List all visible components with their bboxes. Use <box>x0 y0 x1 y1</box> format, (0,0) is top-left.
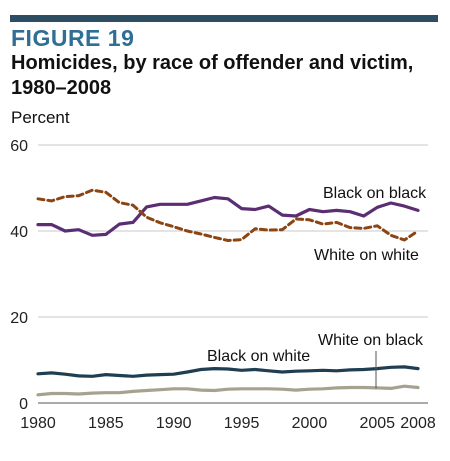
x-tick-label: 1985 <box>88 415 124 432</box>
x-tick-label: 1995 <box>224 415 260 432</box>
series-line-black-on-white <box>36 365 420 378</box>
x-tick-label: 2000 <box>292 415 328 432</box>
x-tick-label: 1990 <box>156 415 192 432</box>
figure-number: FIGURE 19 <box>11 25 135 51</box>
chart-title-line-2: 1980–2008 <box>11 77 112 99</box>
y-axis-label: Percent <box>11 108 70 127</box>
chart-title-line-1: Homicides, by race of offender and victi… <box>11 52 414 74</box>
annotation-black-on-black: Black on black <box>323 185 427 202</box>
chart-title: Homicides, by race of offender and victi… <box>11 51 441 101</box>
y-tick-label: 40 <box>10 224 28 241</box>
annotation-white-on-black: White on black <box>318 332 424 349</box>
x-tick-label: 2008 <box>400 415 436 432</box>
x-tick-label: 1980 <box>20 415 56 432</box>
y-tick-label: 20 <box>10 310 28 327</box>
figure-top-rule <box>10 15 438 22</box>
series-line-white-on-white <box>36 188 420 242</box>
annotation-black-on-white: Black on white <box>207 348 310 365</box>
y-tick-label: 60 <box>10 138 28 155</box>
series-line-white-on-black <box>36 384 420 397</box>
series-line-black-on-black <box>36 195 420 237</box>
annotation-white-on-white: White on white <box>314 247 419 264</box>
y-tick-label: 0 <box>19 396 28 413</box>
x-tick-label: 2005 <box>359 415 395 432</box>
